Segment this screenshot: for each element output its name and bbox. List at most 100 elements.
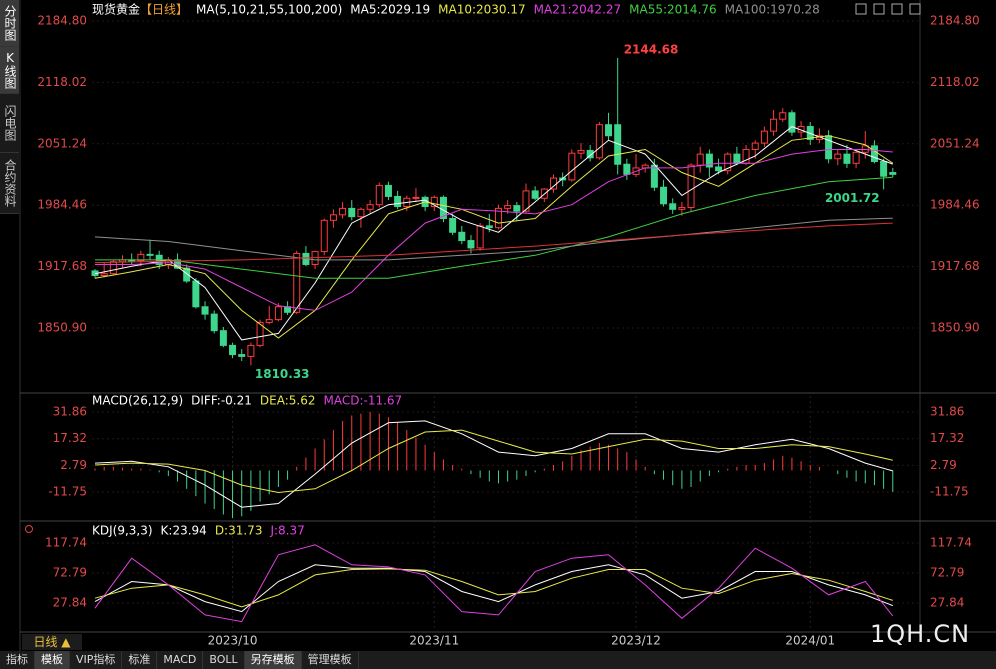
- icon[interactable]: [873, 3, 885, 15]
- candle-body: [760, 130, 768, 144]
- toolbar-button[interactable]: MACD: [157, 651, 204, 669]
- candle-body: [577, 149, 585, 154]
- settings-icon[interactable]: [25, 525, 33, 533]
- y-tick-label: -11.75: [48, 485, 87, 499]
- y-tick-label: 117.74: [45, 535, 87, 549]
- indicator-label: KDJ(9,3,3): [92, 524, 153, 538]
- candle-body: [183, 267, 191, 282]
- indicator-line: [95, 176, 893, 279]
- y-tick-label: 1850.90: [37, 321, 87, 335]
- legend-entry: MA10:2030.17: [438, 3, 526, 17]
- indicator-label: MA(5,10,21,55,100,200): [196, 3, 342, 17]
- x-tick-label: 2023/11: [409, 634, 459, 648]
- indicator-line: [94, 217, 893, 261]
- toolbar: 指标 模板 VIP指标 标准 MACD BOLL 另存模板 管理模板: [0, 651, 996, 669]
- y-tick-label: 31.86: [930, 405, 964, 419]
- x-tick-label: 2023/10: [208, 634, 258, 648]
- y-tick-label: 2184.80: [930, 13, 980, 27]
- candle-body: [834, 153, 842, 160]
- candle-body: [458, 231, 466, 242]
- candle-body: [476, 225, 484, 249]
- candle-body: [430, 196, 438, 208]
- candle-body: [870, 145, 878, 162]
- candle-body: [210, 313, 218, 332]
- candle-body: [256, 321, 264, 346]
- candle-body: [494, 207, 502, 229]
- candle-body: [366, 204, 374, 210]
- legend-entry: MACD:-11.67: [323, 394, 402, 408]
- candle-body: [779, 112, 787, 120]
- low-annotation: 1810.33: [255, 367, 310, 381]
- y-tick-label: 2118.02: [930, 75, 980, 89]
- y-tick-label: 72.79: [930, 565, 964, 579]
- y-tick-label: 1917.68: [930, 259, 980, 273]
- toolbar-button[interactable]: 指标: [0, 651, 35, 669]
- tab-contract[interactable]: 合约资料: [0, 153, 19, 214]
- legend-entry: D:31.73: [215, 524, 263, 538]
- toolbar-button[interactable]: 另存模板: [244, 651, 302, 669]
- candle-body: [568, 152, 576, 181]
- y-tick-label: 31.86: [53, 405, 87, 419]
- candle-body: [595, 124, 603, 159]
- candle-body: [843, 153, 851, 164]
- candle-body: [485, 225, 493, 229]
- icon[interactable]: [855, 3, 867, 15]
- toolbar-button[interactable]: VIP指标: [70, 651, 123, 669]
- candle-body: [439, 196, 447, 219]
- indicator-line: [94, 429, 893, 494]
- legend-entry: J:8.37: [269, 524, 304, 538]
- candle-body: [329, 214, 337, 221]
- candle-body: [889, 172, 897, 175]
- candle-body: [137, 253, 145, 262]
- toolbar-button[interactable]: 管理模板: [302, 651, 359, 669]
- candle-body: [669, 203, 677, 210]
- y-tick-label: 2184.80: [37, 13, 87, 27]
- indicator-line: [95, 149, 893, 311]
- candle-body: [192, 280, 200, 308]
- y-tick-label: -11.75: [930, 485, 969, 499]
- indicator-line: [94, 544, 894, 623]
- period-tab[interactable]: 日线 ▲: [22, 634, 82, 650]
- toolbar-button[interactable]: BOLL: [203, 651, 245, 669]
- toolbar-button[interactable]: 标准: [122, 651, 158, 669]
- legend-entry: MA55:2014.76: [629, 3, 717, 17]
- candle-body: [650, 164, 658, 188]
- candle-body: [522, 190, 530, 212]
- chart-period: 【日线】: [140, 3, 188, 17]
- candle-body: [586, 149, 594, 159]
- legend-entry: DIFF:-0.21: [191, 394, 252, 408]
- candle-body: [751, 142, 759, 151]
- tab-kline[interactable]: K线图: [0, 47, 19, 94]
- candle-body: [770, 118, 778, 132]
- tab-flash[interactable]: 闪电图: [0, 94, 19, 153]
- y-tick-label: 1984.46: [37, 198, 87, 212]
- y-tick-label: 27.84: [930, 596, 964, 610]
- candle-body: [678, 206, 686, 210]
- candle-body: [238, 354, 246, 357]
- y-tick-label: 17.32: [53, 431, 87, 445]
- icon[interactable]: [891, 3, 903, 15]
- candle-body: [274, 306, 282, 321]
- tab-timeshare[interactable]: 分时图: [0, 0, 19, 47]
- low-annotation: 2001.72: [825, 191, 880, 205]
- candle-body: [348, 207, 356, 218]
- x-tick-label: 2024/01: [785, 634, 835, 648]
- indicator-line: [94, 222, 893, 264]
- candle-body: [412, 196, 420, 199]
- candle-body: [247, 344, 255, 357]
- y-tick-label: 2051.24: [930, 136, 980, 150]
- toolbar-button[interactable]: 模板: [35, 651, 70, 669]
- candle-body: [339, 207, 347, 216]
- y-tick-label: 1850.90: [930, 321, 980, 335]
- y-tick-label: 17.32: [930, 431, 964, 445]
- chart-title: 现货黄金: [92, 2, 140, 17]
- candle-body: [623, 163, 631, 175]
- candle-body: [146, 253, 154, 256]
- y-tick-label: 27.84: [53, 596, 87, 610]
- candle-body: [449, 217, 457, 233]
- indicator-label: MACD(26,12,9): [92, 394, 183, 408]
- icon[interactable]: [909, 3, 921, 15]
- candle-body: [705, 153, 713, 168]
- legend-entry: MA21:2042.27: [534, 3, 622, 17]
- candle-body: [605, 124, 613, 137]
